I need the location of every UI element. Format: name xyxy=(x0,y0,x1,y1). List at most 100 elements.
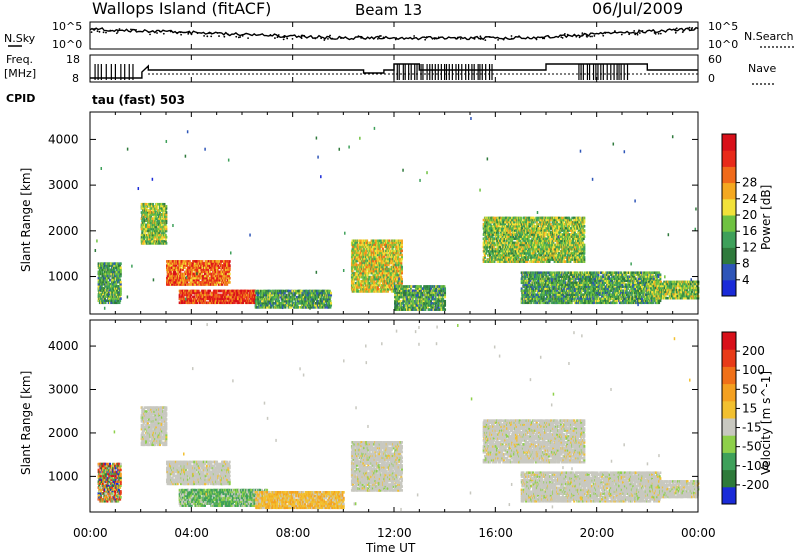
echo-cell xyxy=(279,293,282,297)
echo-cell xyxy=(153,219,156,223)
echo-cell xyxy=(149,242,152,245)
echo-cell xyxy=(164,233,167,237)
echo-cell xyxy=(221,299,224,303)
echo-cell xyxy=(192,289,195,293)
echo-cell xyxy=(257,293,260,297)
echo-cell xyxy=(107,274,110,278)
echo-cell xyxy=(150,205,153,208)
echo-cell xyxy=(369,253,372,257)
echo-cell xyxy=(219,270,222,274)
echo-cell xyxy=(198,274,201,278)
echo-cell xyxy=(354,261,357,265)
nsearch-point xyxy=(459,37,462,40)
echo-cell xyxy=(202,270,205,274)
echo-cell xyxy=(287,297,290,301)
nsearch-point xyxy=(291,37,294,40)
echo-cell xyxy=(275,289,278,293)
echo-cell xyxy=(363,290,366,293)
echo-cell xyxy=(418,289,421,293)
echo-cell xyxy=(361,261,364,265)
echo-cell xyxy=(232,293,235,297)
echo-cell xyxy=(362,277,365,281)
echo-cell xyxy=(274,291,277,295)
echo-cell xyxy=(397,299,400,303)
echo-cell xyxy=(202,295,205,299)
echo-cell xyxy=(212,297,215,301)
nsearch-point xyxy=(282,36,285,38)
echo-cell xyxy=(98,280,101,284)
echo-cell xyxy=(285,301,288,305)
echo-cell xyxy=(219,274,222,278)
power-echo-data xyxy=(94,116,700,311)
echo-cell xyxy=(226,281,229,284)
echo-cell xyxy=(228,272,231,276)
echo-cell xyxy=(109,282,112,286)
echo-cell xyxy=(150,219,153,223)
echo-cell xyxy=(159,202,162,206)
echo-cell xyxy=(400,271,403,275)
echo-cell xyxy=(223,283,226,286)
echo-cell xyxy=(409,304,412,307)
echo-cell xyxy=(163,235,166,239)
echo-cell xyxy=(220,289,223,293)
echo-cell xyxy=(178,262,181,265)
echo-cell xyxy=(414,306,417,309)
echo-cell xyxy=(392,263,395,267)
nsearch-point xyxy=(274,37,276,39)
echo-cell xyxy=(375,259,378,263)
echo-cell xyxy=(147,205,150,208)
echo-cell xyxy=(400,279,403,283)
echo-cell xyxy=(390,285,393,289)
nsearch-point xyxy=(156,32,158,34)
echo-cell xyxy=(357,279,360,283)
echo-cell xyxy=(145,239,148,243)
echo-cell xyxy=(378,265,381,269)
echo-cell xyxy=(384,251,387,255)
echo-cell xyxy=(100,297,103,300)
echo-cell xyxy=(283,301,286,305)
echo-cell xyxy=(378,243,381,247)
echo-cell xyxy=(196,301,199,305)
echo-cell xyxy=(214,264,217,267)
echo-cell xyxy=(145,225,148,229)
echo-cell xyxy=(305,297,308,301)
echo-cell xyxy=(359,245,362,249)
echo-cell xyxy=(240,299,243,303)
echo-cell xyxy=(242,301,244,305)
echo-cell xyxy=(114,280,117,284)
echo-cell xyxy=(186,272,189,276)
echo-cell xyxy=(422,299,425,303)
echo-cell xyxy=(394,287,396,290)
echo-cell xyxy=(148,223,151,227)
nsearch-point xyxy=(105,31,107,34)
echo-cell xyxy=(367,279,370,283)
echo-cell xyxy=(375,249,378,253)
echo-cell xyxy=(119,297,122,300)
echo-cell xyxy=(158,242,161,245)
nsearch-point xyxy=(357,35,360,38)
echo-cell xyxy=(356,283,359,287)
echo-cell xyxy=(394,251,396,255)
echo-cell xyxy=(162,235,165,239)
echo-cell xyxy=(158,213,161,216)
echo-cell xyxy=(191,270,194,274)
echo-cell xyxy=(186,264,189,267)
echo-cell xyxy=(216,299,219,303)
echo-cell xyxy=(181,262,184,265)
echo-cell xyxy=(284,306,287,309)
echo-cell xyxy=(403,287,406,290)
echo-cell xyxy=(152,225,155,229)
echo-cell xyxy=(401,308,404,311)
echo-cell xyxy=(367,261,370,265)
echo-cell xyxy=(186,268,189,272)
echo-cell xyxy=(366,263,369,267)
echo-cell xyxy=(115,274,118,278)
echo-cell xyxy=(215,266,218,270)
echo-cell xyxy=(402,289,405,293)
echo-cell xyxy=(309,303,312,307)
echo-cell xyxy=(397,281,400,285)
echo-cell xyxy=(166,274,169,278)
echo-cell xyxy=(150,215,153,218)
echo-cell xyxy=(102,280,105,284)
echo-cell xyxy=(363,265,366,269)
